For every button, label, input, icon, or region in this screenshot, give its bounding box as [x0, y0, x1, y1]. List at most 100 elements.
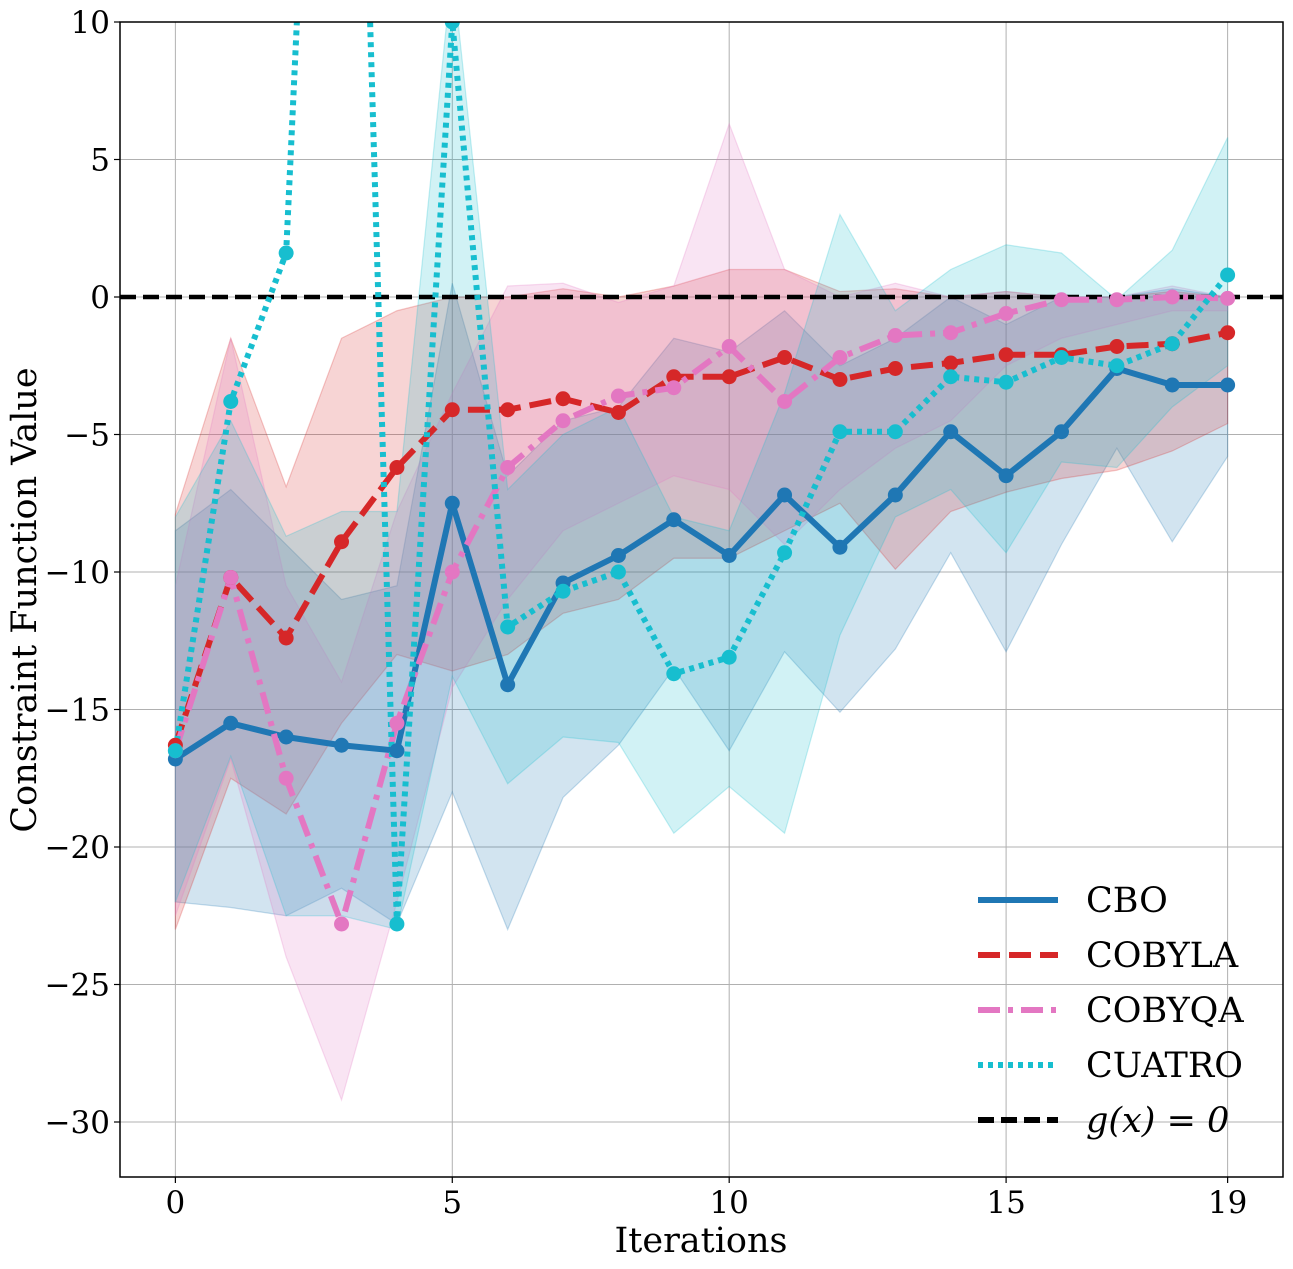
cobyla-point — [943, 355, 959, 371]
x-tick-label: 19 — [1208, 1185, 1247, 1221]
cobyla-point — [777, 350, 793, 365]
cuatro-band — [174, 22, 1229, 931]
cuatro-point — [721, 649, 737, 665]
y-axis-ticks: 10 5 0 −5 −10 −15 −20 −25 −30 — [45, 5, 120, 1141]
cuatro-point — [666, 666, 682, 682]
cobyla-point — [721, 369, 737, 385]
series-points — [167, 22, 1236, 932]
cuatro-point — [1053, 350, 1069, 365]
cobyqa-point — [887, 328, 903, 343]
cbo-point — [610, 548, 626, 563]
legend-label-cobyqa: COBYQA — [1086, 991, 1244, 1031]
y-tick-label: −20 — [45, 830, 110, 866]
cobyqa-point — [389, 715, 405, 731]
cuatro-point — [610, 564, 626, 580]
cbo-point — [777, 487, 793, 503]
cbo-point — [887, 487, 903, 503]
cobyla-point — [610, 405, 626, 420]
cbo-point — [278, 729, 294, 745]
cbo-point — [721, 548, 737, 563]
cobyqa-point — [943, 325, 959, 341]
cobyqa-point — [1164, 289, 1180, 305]
cuatro-point — [777, 545, 793, 561]
cobyla-point — [1220, 325, 1236, 341]
cbo-point — [444, 495, 460, 511]
cbo-line — [173, 365, 1228, 762]
cobyqa-point — [444, 564, 460, 580]
cobyqa-point — [666, 380, 682, 396]
x-axis-label: Iterations — [614, 1221, 787, 1261]
cobyqa-line — [172, 294, 1228, 927]
cbo-point — [1164, 377, 1180, 393]
cobyla-point — [1109, 339, 1125, 354]
cobyla-point — [555, 391, 571, 407]
cuatro-point — [278, 245, 294, 261]
y-axis-label: Constraint Function Value — [5, 367, 45, 832]
cobyla-point — [832, 372, 848, 387]
series-lines — [172, 22, 1230, 927]
legend-label-cbo: CBO — [1086, 881, 1168, 921]
cobyqa-point — [777, 394, 793, 409]
cobyqa-point — [334, 916, 350, 932]
y-tick-label: 10 — [71, 5, 110, 41]
legend-label-g-x-0: g(x) = 0 — [1086, 1101, 1229, 1141]
x-tick-label: 0 — [166, 1185, 186, 1221]
cbo-point — [500, 677, 516, 693]
cbo-point — [389, 743, 405, 759]
x-tick-label: 15 — [986, 1185, 1025, 1221]
cobyqa-point — [832, 350, 848, 365]
cobyla-point — [334, 534, 350, 550]
cbo-point — [998, 468, 1014, 484]
x-tick-label: 5 — [442, 1185, 462, 1221]
cobyla-point — [998, 347, 1014, 363]
y-tick-label: −5 — [64, 418, 110, 454]
cuatro-point — [832, 424, 848, 440]
cuatro-point — [1109, 358, 1125, 374]
cobyqa-point — [1109, 292, 1125, 308]
y-tick-label: −15 — [45, 693, 110, 729]
cobyla-point — [500, 402, 516, 418]
cobyqa-point — [500, 460, 516, 475]
y-tick-label: 0 — [90, 280, 110, 316]
cobyqa-point — [223, 570, 239, 585]
legend-label-cuatro: CUATRO — [1086, 1046, 1243, 1086]
cbo-point — [943, 424, 959, 440]
plot-frame — [119, 21, 1284, 1178]
cobyqa-point — [278, 770, 294, 786]
cobyqa-point — [1220, 290, 1236, 306]
cobyla-line — [172, 329, 1229, 747]
x-axis-ticks: 0 5 10 15 19 — [166, 1177, 1247, 1221]
cobyqa-point — [1053, 292, 1069, 308]
cobyla-point — [278, 630, 294, 646]
cbo-point — [1053, 424, 1069, 440]
cobyla-point — [444, 402, 460, 418]
legend-label-cobyla: COBYLA — [1086, 936, 1239, 976]
cbo-point — [334, 737, 350, 753]
cobyla-point — [666, 369, 682, 385]
cuatro-point — [998, 374, 1014, 390]
cbo-point — [832, 539, 848, 555]
cobyqa-point — [721, 339, 737, 354]
cbo-point — [223, 715, 239, 731]
cbo-point — [666, 512, 682, 528]
cobyqa-point — [610, 388, 626, 404]
cobyqa-point — [555, 413, 571, 429]
legend: CBO COBYLA COBYQA CUATRO g(x) = 0 — [978, 881, 1244, 1141]
cuatro-point — [943, 369, 959, 385]
y-tick-label: 5 — [90, 143, 110, 179]
cbo-point — [1220, 377, 1236, 393]
cuatro-point — [167, 743, 183, 759]
cobyla-point — [389, 460, 405, 475]
cuatro-point — [555, 583, 571, 599]
cobyqa-point — [998, 306, 1014, 321]
x-tick-label: 10 — [709, 1185, 748, 1221]
cuatro-point — [223, 394, 239, 409]
y-tick-label: −30 — [45, 1105, 110, 1141]
cuatro-point — [1164, 336, 1180, 352]
y-tick-label: −10 — [45, 555, 110, 591]
cuatro-point — [500, 619, 516, 635]
y-tick-label: −25 — [45, 968, 110, 1004]
cuatro-point — [1220, 267, 1236, 283]
